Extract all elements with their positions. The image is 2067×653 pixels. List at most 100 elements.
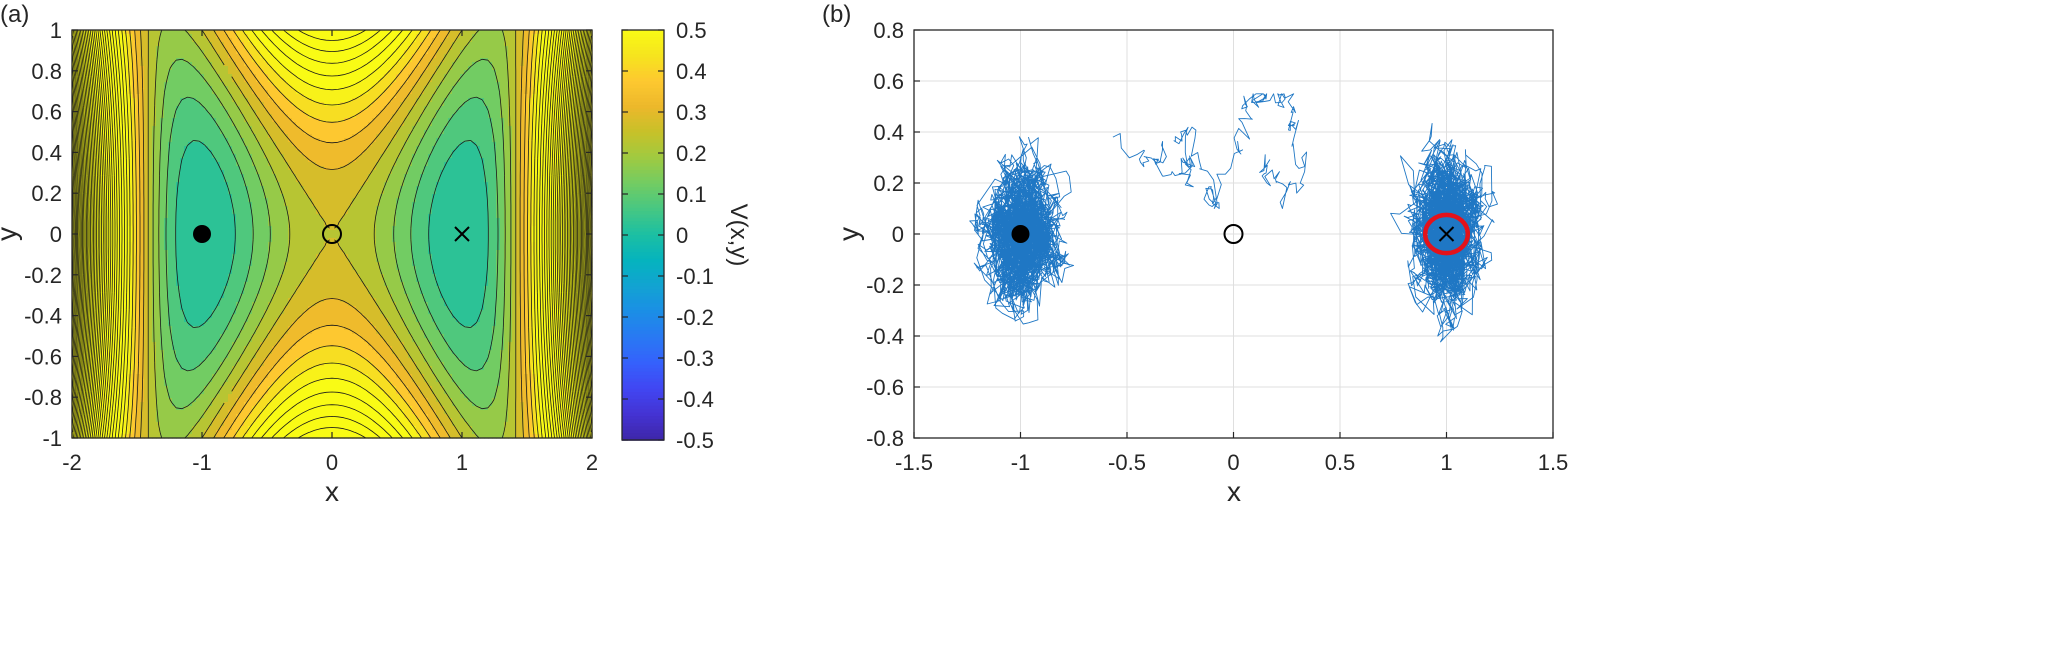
heatmap-cell xyxy=(248,106,253,111)
heatmap-cell xyxy=(136,350,141,355)
heatmap-cell xyxy=(248,294,253,299)
heatmap-cell xyxy=(220,34,225,39)
heatmap-cell xyxy=(112,54,117,59)
heatmap-cell xyxy=(248,150,253,155)
heatmap-cell xyxy=(256,86,261,91)
heatmap-cell xyxy=(184,278,189,283)
heatmap-cell xyxy=(200,142,205,147)
heatmap-cell xyxy=(228,162,233,167)
heatmap-cell xyxy=(132,422,137,427)
heatmap-cell xyxy=(212,142,217,147)
heatmap-cell xyxy=(224,70,229,75)
heatmap-cell xyxy=(152,58,157,63)
heatmap-cell xyxy=(164,418,169,423)
heatmap-cell xyxy=(136,134,141,139)
heatmap-cell xyxy=(152,38,157,43)
heatmap-cell xyxy=(132,262,137,267)
heatmap-cell xyxy=(244,402,249,407)
heatmap-cell xyxy=(72,310,77,315)
heatmap-cell xyxy=(144,166,149,171)
heatmap-cell xyxy=(244,210,249,215)
heatmap-cell xyxy=(200,418,205,423)
heatmap-cell xyxy=(176,78,181,83)
heatmap-cell xyxy=(196,142,201,147)
heatmap-cell xyxy=(172,58,177,63)
heatmap-cell xyxy=(108,98,113,103)
heatmap-cell xyxy=(248,326,253,331)
heatmap-cell xyxy=(216,142,221,147)
heatmap-cell xyxy=(148,266,153,271)
heatmap-cell xyxy=(224,342,229,347)
heatmap-cell xyxy=(196,46,201,51)
heatmap-cell xyxy=(260,118,265,123)
heatmap-cell xyxy=(132,78,137,83)
heatmap-cell xyxy=(232,222,237,227)
heatmap-cell xyxy=(192,254,197,259)
heatmap-cell xyxy=(172,38,177,43)
heatmap-cell xyxy=(136,326,141,331)
heatmap-cell xyxy=(100,206,105,211)
heatmap-cell xyxy=(184,50,189,55)
heatmap-cell xyxy=(216,278,221,283)
heatmap-cell xyxy=(96,38,101,43)
heatmap-cell xyxy=(144,418,149,423)
heatmap-cell xyxy=(196,130,201,135)
heatmap-cell xyxy=(216,170,221,175)
heatmap-cell xyxy=(92,346,97,351)
heatmap-cell xyxy=(216,138,221,143)
heatmap-cell xyxy=(208,134,213,139)
heatmap-cell xyxy=(108,222,113,227)
heatmap-cell xyxy=(124,46,129,51)
heatmap-cell xyxy=(184,126,189,131)
heatmap-cell xyxy=(172,306,177,311)
heatmap-cell xyxy=(176,98,181,103)
heatmap-cell xyxy=(196,34,201,39)
heatmap-cell xyxy=(200,246,205,251)
heatmap-cell xyxy=(152,202,157,207)
heatmap-cell xyxy=(128,414,133,419)
heatmap-cell xyxy=(224,258,229,263)
heatmap-cell xyxy=(112,66,117,71)
heatmap-cell xyxy=(172,198,177,203)
heatmap-cell xyxy=(168,346,173,351)
heatmap-cell xyxy=(152,238,157,243)
heatmap-cell xyxy=(192,50,197,55)
heatmap-cell xyxy=(212,110,217,115)
heatmap-cell xyxy=(96,338,101,343)
heatmap-cell xyxy=(100,322,105,327)
heatmap-cell xyxy=(232,114,237,119)
heatmap-cell xyxy=(116,226,121,231)
heatmap-cell xyxy=(188,418,193,423)
heatmap-cell xyxy=(264,342,269,347)
heatmap-cell xyxy=(204,130,209,135)
heatmap-cell xyxy=(176,250,181,255)
heatmap-cell xyxy=(160,358,165,363)
heatmap-cell xyxy=(252,314,257,319)
heatmap-cell xyxy=(152,66,157,71)
heatmap-cell xyxy=(128,398,133,403)
heatmap-cell xyxy=(228,226,233,231)
heatmap-cell xyxy=(180,342,185,347)
heatmap-cell xyxy=(212,162,217,167)
heatmap-cell xyxy=(136,58,141,63)
heatmap-cell xyxy=(136,34,141,39)
heatmap-cell xyxy=(196,254,201,259)
heatmap-cell xyxy=(192,222,197,227)
heatmap-cell xyxy=(76,82,81,87)
heatmap-cell xyxy=(140,330,145,335)
heatmap-cell xyxy=(92,74,97,79)
heatmap-cell xyxy=(248,318,253,323)
heatmap-cell xyxy=(220,146,225,151)
heatmap-cell xyxy=(216,98,221,103)
heatmap-cell xyxy=(216,374,221,379)
heatmap-cell xyxy=(252,430,257,435)
heatmap-cell xyxy=(228,74,233,79)
heatmap-cell xyxy=(156,54,161,59)
heatmap-cell xyxy=(188,214,193,219)
heatmap-cell xyxy=(120,62,125,67)
heatmap-cell xyxy=(188,410,193,415)
heatmap-cell xyxy=(84,322,89,327)
heatmap-cell xyxy=(204,338,209,343)
heatmap-cell xyxy=(72,94,77,99)
heatmap-cell xyxy=(188,122,193,127)
